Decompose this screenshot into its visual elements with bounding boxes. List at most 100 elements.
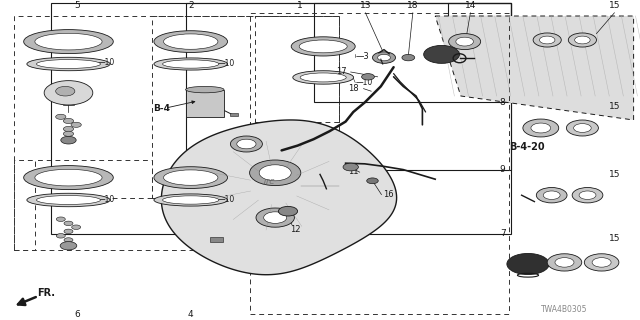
Ellipse shape	[300, 73, 346, 82]
Text: FR.: FR.	[37, 288, 55, 298]
Circle shape	[56, 217, 65, 221]
Circle shape	[456, 37, 474, 46]
Text: —10: —10	[218, 59, 235, 68]
Circle shape	[237, 139, 256, 149]
Circle shape	[402, 54, 415, 61]
Text: 17: 17	[336, 67, 347, 76]
Ellipse shape	[35, 169, 102, 186]
Text: 5: 5	[74, 1, 79, 10]
Text: 4: 4	[188, 310, 193, 319]
Ellipse shape	[35, 33, 102, 50]
Circle shape	[343, 163, 358, 171]
Ellipse shape	[154, 167, 228, 188]
Ellipse shape	[27, 57, 110, 71]
Circle shape	[264, 212, 287, 223]
Ellipse shape	[163, 196, 219, 204]
Ellipse shape	[154, 194, 228, 206]
Circle shape	[584, 254, 619, 271]
Circle shape	[44, 81, 93, 105]
Circle shape	[250, 160, 301, 186]
Text: 15: 15	[609, 234, 620, 243]
Text: 6: 6	[74, 310, 79, 319]
Text: 15: 15	[609, 1, 620, 10]
Text: 13: 13	[360, 1, 371, 10]
Circle shape	[63, 126, 74, 132]
Text: —3: —3	[355, 52, 369, 61]
Circle shape	[56, 114, 66, 119]
Circle shape	[566, 120, 598, 136]
Circle shape	[56, 234, 65, 238]
Text: B-4-20: B-4-20	[509, 142, 545, 152]
Text: 2: 2	[188, 1, 193, 10]
Ellipse shape	[36, 196, 100, 204]
Circle shape	[507, 253, 549, 275]
Bar	[210, 237, 223, 242]
Ellipse shape	[293, 71, 353, 84]
Circle shape	[278, 206, 298, 216]
Circle shape	[572, 188, 603, 203]
Circle shape	[71, 122, 81, 127]
Circle shape	[372, 52, 396, 63]
Circle shape	[579, 191, 596, 199]
Circle shape	[63, 118, 74, 124]
Circle shape	[575, 36, 590, 44]
Circle shape	[64, 221, 73, 226]
Text: —10: —10	[97, 195, 115, 204]
Circle shape	[547, 254, 582, 271]
Ellipse shape	[36, 60, 100, 68]
Ellipse shape	[163, 60, 219, 68]
Circle shape	[256, 208, 294, 227]
Circle shape	[592, 258, 611, 267]
Bar	[186, 90, 224, 117]
Text: 9: 9	[500, 165, 506, 174]
Circle shape	[378, 54, 390, 61]
Text: 11: 11	[348, 167, 358, 176]
Circle shape	[523, 119, 559, 137]
Circle shape	[543, 191, 560, 199]
Circle shape	[56, 86, 75, 96]
Circle shape	[64, 229, 73, 234]
Ellipse shape	[24, 166, 113, 189]
Circle shape	[540, 36, 555, 44]
Circle shape	[531, 123, 550, 133]
Text: TWA4B0305: TWA4B0305	[541, 305, 588, 314]
Circle shape	[449, 34, 481, 50]
Circle shape	[573, 124, 591, 132]
Ellipse shape	[154, 31, 228, 52]
Text: 8: 8	[500, 98, 506, 107]
Ellipse shape	[300, 40, 347, 53]
Polygon shape	[161, 120, 397, 275]
Polygon shape	[435, 16, 634, 120]
Circle shape	[60, 242, 77, 250]
Text: 18: 18	[348, 84, 358, 93]
Circle shape	[259, 165, 291, 181]
Circle shape	[536, 188, 567, 203]
Circle shape	[367, 178, 378, 184]
Text: —10: —10	[97, 58, 115, 67]
Circle shape	[533, 33, 561, 47]
Text: 1: 1	[297, 1, 302, 10]
Ellipse shape	[27, 193, 110, 207]
Text: JTC: JTC	[263, 180, 275, 185]
Circle shape	[424, 45, 460, 63]
Circle shape	[61, 136, 76, 144]
Circle shape	[230, 136, 262, 152]
Bar	[230, 113, 238, 116]
Circle shape	[362, 74, 374, 80]
Text: 15: 15	[609, 170, 620, 179]
Ellipse shape	[24, 30, 113, 53]
Circle shape	[63, 131, 74, 136]
Text: 12: 12	[291, 225, 301, 234]
Circle shape	[568, 33, 596, 47]
Ellipse shape	[154, 58, 228, 70]
Text: 18: 18	[407, 1, 419, 10]
Text: —10: —10	[355, 78, 372, 87]
Text: B-4: B-4	[154, 104, 171, 113]
Text: —10: —10	[218, 195, 235, 204]
Circle shape	[555, 258, 574, 267]
Text: 15: 15	[609, 102, 620, 111]
Text: 14: 14	[465, 1, 476, 10]
Circle shape	[72, 225, 81, 229]
Ellipse shape	[291, 37, 355, 56]
Ellipse shape	[186, 86, 224, 93]
